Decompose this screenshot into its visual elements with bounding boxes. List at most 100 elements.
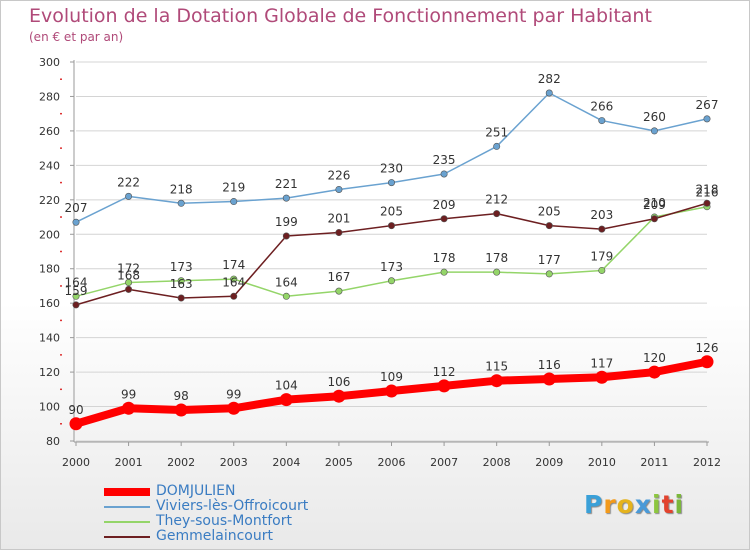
- x-tick-label: 2005: [325, 456, 353, 469]
- y-tick-label: 100: [39, 401, 60, 414]
- data-point: [125, 279, 133, 287]
- data-point: [72, 292, 80, 300]
- x-tick-label: 2010: [588, 456, 616, 469]
- data-point: [122, 401, 136, 415]
- legend-swatch: [104, 521, 150, 523]
- data-label: 218: [696, 182, 719, 196]
- data-point: [598, 266, 606, 274]
- data-label: 222: [117, 175, 140, 189]
- data-label: 267: [696, 98, 719, 112]
- data-point: [598, 117, 606, 125]
- data-label: 98: [174, 389, 189, 403]
- data-label: 216: [696, 186, 719, 200]
- data-point: [282, 232, 290, 240]
- axes: 80 100 120 140 160 180 200 220 240 260 280 300 2000 2…: [39, 56, 721, 469]
- data-label: 120: [643, 351, 666, 365]
- x-tick-label: 2011: [640, 456, 668, 469]
- data-point: [177, 294, 185, 302]
- data-label: 219: [222, 181, 245, 195]
- data-point: [177, 199, 185, 207]
- data-label: 251: [485, 125, 508, 139]
- logo-letter: i: [674, 490, 685, 519]
- data-label: 260: [643, 110, 666, 124]
- data-point: [227, 401, 241, 415]
- legend-label: They-sous-Montfort: [156, 513, 292, 529]
- data-point: [335, 185, 343, 193]
- legend-swatch: [104, 506, 150, 508]
- data-point: [387, 277, 395, 285]
- data-point: [230, 292, 238, 300]
- data-label: 164: [222, 275, 245, 289]
- data-point: [647, 365, 661, 379]
- data-label: 173: [170, 260, 193, 274]
- data-point: [387, 179, 395, 187]
- data-point: [282, 194, 290, 202]
- proxiti-logo: Proxiti: [584, 490, 684, 519]
- legend-swatch: [104, 488, 150, 496]
- data-point: [282, 292, 290, 300]
- data-label: 117: [590, 356, 613, 370]
- data-label: 205: [380, 205, 403, 219]
- data-label: 235: [433, 153, 456, 167]
- data-label: 116: [538, 358, 561, 372]
- chart-title: Evolution de la Dotation Globale de Fonc…: [29, 5, 652, 27]
- legend-label: Gemmelaincourt: [156, 528, 273, 544]
- data-point: [703, 115, 711, 123]
- data-point: [177, 277, 185, 285]
- x-tick-label: 2002: [167, 456, 195, 469]
- x-tick-label: 2012: [693, 456, 721, 469]
- data-point: [440, 170, 448, 178]
- data-point: [332, 389, 346, 403]
- data-label: 209: [643, 198, 666, 212]
- y-tick-label: 80: [46, 435, 60, 448]
- x-tick-label: 2004: [272, 456, 300, 469]
- data-label: 115: [485, 360, 508, 374]
- data-point: [703, 199, 711, 207]
- data-label: 199: [275, 215, 298, 229]
- data-label: 266: [590, 100, 613, 114]
- x-tick-label: 2009: [535, 456, 563, 469]
- data-label: 201: [327, 212, 350, 226]
- y-tick-label: 120: [39, 366, 60, 379]
- logo-letter: i: [652, 490, 662, 519]
- logo-letter: t: [661, 490, 675, 519]
- data-label: 205: [538, 205, 561, 219]
- data-point: [72, 218, 80, 226]
- data-label: 207: [65, 201, 88, 215]
- data-label: 210: [643, 196, 666, 210]
- data-label: 203: [590, 208, 613, 222]
- data-point: [700, 355, 714, 369]
- data-label: 109: [380, 370, 403, 384]
- data-point: [650, 215, 658, 223]
- data-label: 282: [538, 72, 561, 86]
- data-label: 112: [433, 365, 456, 379]
- data-point: [230, 275, 238, 283]
- data-point: [125, 285, 133, 293]
- data-label: 177: [538, 253, 561, 267]
- data-point: [545, 270, 553, 278]
- data-label: 90: [68, 403, 83, 417]
- data-point: [125, 192, 133, 200]
- legend-label: Viviers-lès-Offroicourt: [156, 498, 309, 514]
- data-label: 209: [433, 198, 456, 212]
- data-label: 164: [65, 275, 88, 289]
- y-tick-label: 200: [39, 228, 60, 241]
- data-point: [230, 198, 238, 206]
- x-tick-label: 2003: [220, 456, 248, 469]
- y-tick-label: 140: [39, 332, 60, 345]
- data-point: [437, 379, 451, 393]
- legend-swatch: [104, 536, 150, 538]
- data-point: [385, 384, 398, 398]
- data-label: 106: [327, 375, 350, 389]
- data-label: 178: [433, 251, 456, 265]
- data-point: [72, 301, 80, 309]
- data-label: 212: [485, 193, 508, 207]
- y-tick-label: 280: [39, 90, 60, 103]
- y-tick-label: 300: [39, 56, 60, 69]
- y-tick-label: 240: [39, 159, 60, 172]
- x-tick-label: 2007: [430, 456, 458, 469]
- logo-letter: P: [584, 490, 604, 519]
- data-point: [335, 229, 343, 237]
